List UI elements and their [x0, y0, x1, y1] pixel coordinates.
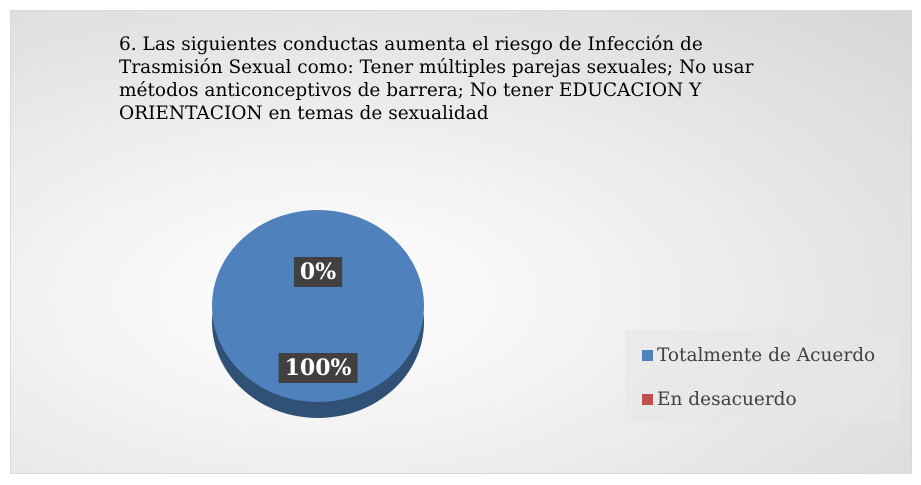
legend-label: Totalmente de Acuerdo [657, 345, 875, 366]
data-label: 0% [300, 259, 336, 285]
pie-slice [212, 210, 424, 402]
data-label: 100% [285, 355, 352, 381]
data-label-box [293, 257, 343, 287]
legend-swatch [642, 394, 653, 405]
chart-area: 6. Las siguientes conductas aumenta el r… [10, 10, 912, 474]
legend-swatch [642, 350, 653, 361]
legend-label: En desacuerdo [657, 389, 797, 410]
data-label-box [278, 353, 358, 383]
legend-box [625, 330, 900, 422]
chart-title: 6. Las siguientes conductas aumenta el r… [119, 34, 754, 124]
